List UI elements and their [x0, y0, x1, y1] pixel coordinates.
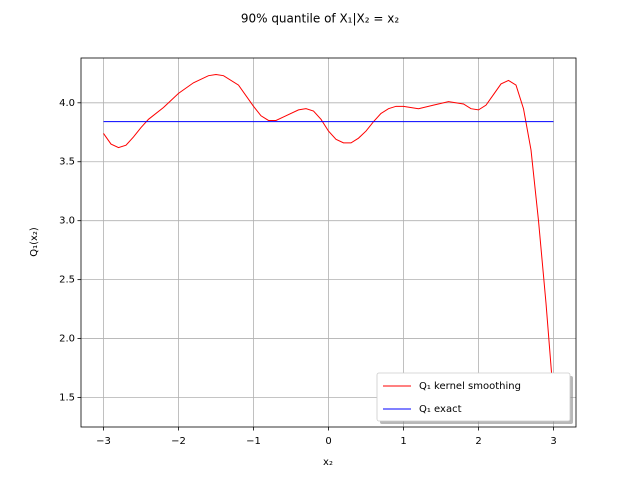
- y-tick-label: 2.0: [59, 334, 75, 345]
- legend-box: [376, 372, 571, 422]
- x-tick-label: 1: [400, 436, 406, 447]
- y-tick-label: 1.5: [59, 393, 75, 404]
- legend-label: Q₁ kernel smoothing: [419, 381, 521, 392]
- y-axis-label: Q₁(x₂): [29, 227, 40, 257]
- plot-frame: [80, 57, 577, 428]
- x-tick-label: −3: [96, 436, 111, 447]
- y-tick-label: 4.0: [59, 98, 75, 109]
- x-tick-label: 2: [475, 436, 481, 447]
- y-tick-label: 3.5: [59, 157, 75, 168]
- y-tick-label: 2.5: [59, 275, 75, 286]
- legend-label: Q₁ exact: [419, 404, 462, 415]
- x-tick-label: 0: [325, 436, 331, 447]
- data-line: [103, 73, 554, 398]
- x-tick-label: 3: [550, 436, 556, 447]
- chart-title: 90% quantile of X₁|X₂ = x₂: [241, 12, 400, 26]
- legend: Q₁ kernel smoothing Q₁ exact: [376, 372, 573, 424]
- x-tick-label: −1: [246, 436, 261, 447]
- y-tick-label: 3.0: [59, 216, 75, 227]
- x-tick-label: −2: [171, 436, 186, 447]
- x-axis-label: x₂: [323, 457, 333, 468]
